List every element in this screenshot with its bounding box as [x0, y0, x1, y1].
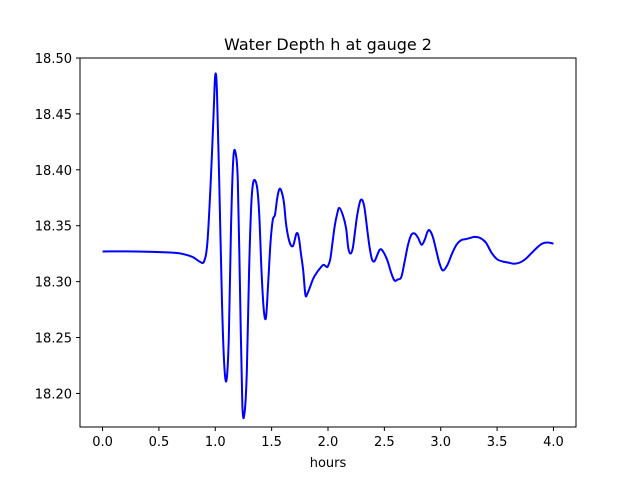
x-tick-label: 0.0	[92, 435, 113, 450]
x-axis: 0.0 0.5 1.0 1.5 2.0 2.5 3.0 3.5 4.0	[92, 427, 564, 450]
chart-title: Water Depth h at gauge 2	[224, 35, 432, 54]
y-tick-label: 18.40	[35, 164, 72, 179]
y-axis: 18.20 18.25 18.30 18.35 18.40 18.45 18.50	[35, 52, 80, 402]
x-tick-label: 2.0	[318, 435, 339, 450]
plot-frame	[79, 57, 577, 428]
y-tick-label: 18.35	[35, 220, 72, 235]
x-tick-label: 1.5	[261, 435, 282, 450]
x-tick-label: 2.5	[374, 435, 395, 450]
y-tick-label: 18.30	[35, 276, 72, 291]
x-tick-label: 0.5	[149, 435, 170, 450]
y-tick-label: 18.25	[35, 332, 72, 347]
y-tick-label: 18.20	[35, 387, 72, 402]
x-axis-label: hours	[310, 456, 347, 471]
x-tick-label: 3.5	[487, 435, 508, 450]
series-line-water-depth	[102, 72, 554, 420]
y-tick-label: 18.50	[35, 52, 72, 67]
x-tick-label: 3.0	[430, 435, 451, 450]
x-tick-label: 1.0	[205, 435, 226, 450]
y-tick-label: 18.45	[35, 108, 72, 123]
x-tick-label: 4.0	[543, 435, 564, 450]
